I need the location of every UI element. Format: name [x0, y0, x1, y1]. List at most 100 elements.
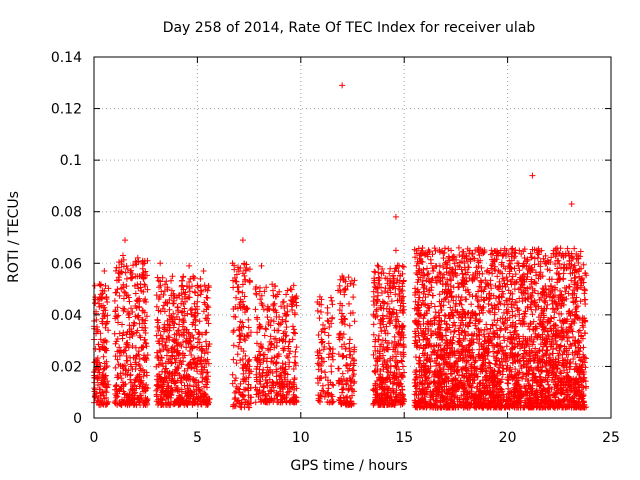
data-point — [176, 394, 183, 401]
data-point — [115, 361, 122, 368]
data-point — [203, 384, 210, 391]
data-point — [94, 382, 101, 389]
data-point — [201, 350, 208, 357]
data-point — [166, 306, 173, 313]
data-point — [545, 258, 552, 265]
data-point — [325, 392, 332, 399]
data-point — [341, 321, 348, 328]
data-point — [176, 371, 183, 378]
data-point — [374, 292, 381, 299]
data-point — [383, 346, 390, 353]
data-point — [413, 367, 420, 374]
data-point — [564, 338, 571, 345]
data-point — [241, 293, 248, 300]
data-point — [519, 263, 526, 270]
data-point — [345, 274, 352, 281]
data-point — [537, 317, 544, 324]
data-point — [473, 370, 480, 377]
data-point — [451, 327, 458, 334]
data-point — [202, 315, 209, 322]
data-point — [179, 295, 186, 302]
data-point — [416, 354, 423, 361]
data-point — [558, 324, 565, 331]
data-point — [415, 360, 422, 367]
data-point — [263, 380, 270, 387]
data-point — [188, 364, 195, 371]
data-point — [339, 319, 346, 326]
data-point — [99, 318, 106, 325]
data-point — [186, 360, 193, 367]
data-point — [335, 365, 342, 372]
data-point — [161, 339, 168, 346]
data-point — [124, 402, 131, 409]
data-point — [134, 254, 141, 261]
data-point — [263, 284, 270, 291]
data-point — [252, 306, 259, 313]
data-point — [175, 352, 182, 359]
data-point — [153, 363, 160, 370]
data-point — [139, 316, 146, 323]
data-point — [383, 361, 390, 368]
data-point — [346, 365, 353, 372]
data-point — [163, 278, 170, 285]
data-point — [155, 296, 162, 303]
data-point — [101, 395, 108, 402]
data-point — [462, 296, 469, 303]
data-point — [512, 247, 519, 254]
data-point — [557, 342, 564, 349]
data-point — [450, 297, 457, 304]
data-point — [238, 345, 245, 352]
data-point — [279, 316, 286, 323]
data-point — [375, 274, 382, 281]
data-point — [273, 368, 280, 375]
data-point — [139, 272, 146, 279]
data-point — [536, 320, 543, 327]
data-point — [140, 373, 147, 380]
data-point — [399, 363, 406, 370]
data-point — [241, 362, 248, 369]
data-point — [373, 308, 380, 315]
data-point — [346, 300, 353, 307]
data-point — [414, 279, 421, 286]
data-point — [320, 358, 327, 365]
data-point — [179, 323, 186, 330]
data-point — [142, 324, 149, 331]
data-point — [245, 324, 252, 331]
data-point — [171, 346, 178, 353]
data-point — [116, 348, 123, 355]
data-point — [387, 393, 394, 400]
data-point — [400, 334, 407, 341]
data-point — [99, 398, 106, 405]
data-point — [155, 396, 162, 403]
data-point — [319, 339, 326, 346]
data-point — [112, 364, 119, 371]
data-point — [239, 391, 246, 398]
data-point — [452, 381, 459, 388]
data-point — [314, 307, 321, 314]
data-point — [503, 306, 510, 313]
data-point — [138, 344, 145, 351]
data-point — [427, 318, 434, 325]
data-point — [239, 289, 246, 296]
data-point — [413, 250, 420, 257]
data-point — [462, 351, 469, 358]
data-point — [138, 344, 145, 351]
data-point — [491, 302, 498, 309]
data-point — [116, 264, 123, 271]
data-point — [384, 313, 391, 320]
data-point — [425, 383, 432, 390]
data-point — [449, 266, 456, 273]
data-point — [328, 368, 335, 375]
data-point — [157, 278, 164, 285]
data-point — [382, 288, 389, 295]
data-point — [260, 366, 267, 373]
data-point — [387, 355, 394, 362]
data-point — [153, 292, 160, 299]
data-point — [375, 355, 382, 362]
data-point — [279, 345, 286, 352]
data-point — [119, 332, 126, 339]
data-point — [244, 401, 251, 408]
data-point — [266, 399, 273, 406]
data-point — [136, 295, 143, 302]
data-point — [270, 398, 277, 405]
